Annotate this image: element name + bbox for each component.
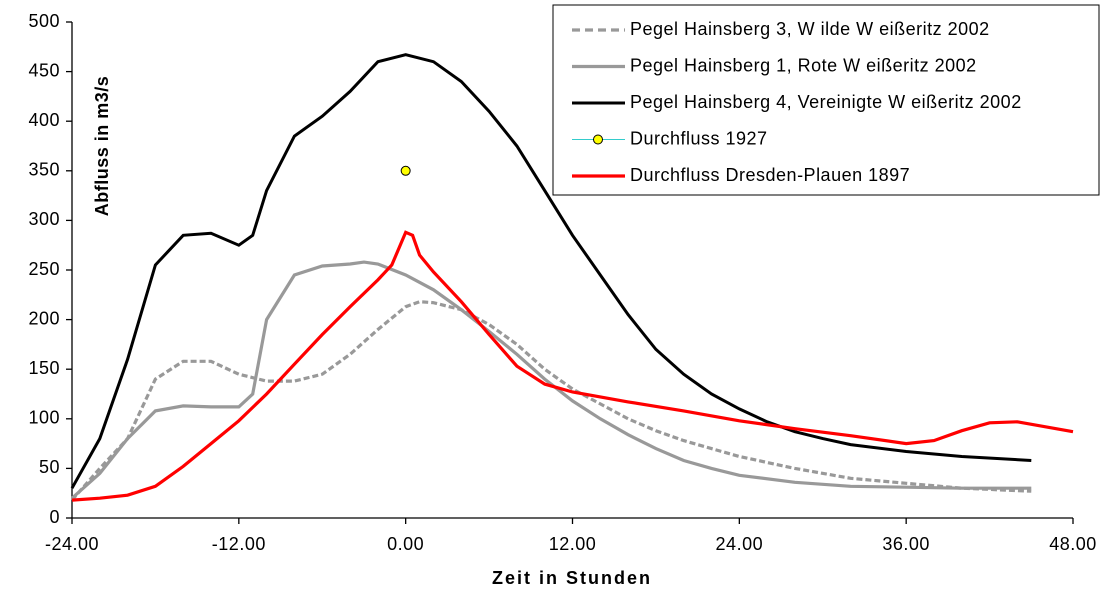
y-tick-label: 250 — [28, 259, 60, 279]
x-tick-label: 24.00 — [716, 534, 764, 554]
y-tick-label: 400 — [28, 110, 60, 130]
x-tick-label: 12.00 — [549, 534, 597, 554]
series-line — [70, 300, 1032, 502]
series-marker — [400, 165, 411, 176]
y-tick-label: 300 — [28, 209, 60, 229]
x-tick-label: 48.00 — [1049, 534, 1097, 554]
series-line — [71, 230, 1074, 502]
legend-label: Durchfluss 1927 — [630, 128, 768, 148]
y-tick-label: 0 — [49, 507, 60, 527]
y-tick-label: 100 — [28, 408, 60, 428]
y-tick-label: 450 — [28, 60, 60, 80]
x-tick-label: -24.00 — [45, 534, 99, 554]
y-tick-label: 350 — [28, 160, 60, 180]
legend-label: Pegel Hainsberg 1, Rote W eißeritz 2002 — [630, 55, 977, 75]
x-axis-title: Zeit in Stunden — [492, 568, 652, 588]
y-tick-label: 50 — [39, 457, 60, 477]
y-tick-label: 500 — [28, 11, 60, 31]
series-line — [70, 260, 1032, 500]
x-tick-label: 36.00 — [882, 534, 930, 554]
legend-marker — [593, 134, 603, 145]
y-tick-label: 150 — [28, 358, 60, 378]
y-tick-label: 200 — [28, 308, 60, 328]
x-tick-label: -12.00 — [212, 534, 266, 554]
legend-box — [552, 4, 1100, 196]
x-tick-label: 0.00 — [387, 534, 424, 554]
legend: Pegel Hainsberg 3, W ilde W eißeritz 200… — [552, 4, 1100, 196]
legend-label: Pegel Hainsberg 3, W ilde W eißeritz 200… — [630, 19, 990, 39]
y-axis-title: Abfluss in m3/s — [92, 76, 112, 217]
legend-label: Durchfluss Dresden-Plauen 1897 — [630, 165, 910, 185]
legend-label: Pegel Hainsberg 4, Vereinigte W eißeritz… — [630, 92, 1022, 112]
